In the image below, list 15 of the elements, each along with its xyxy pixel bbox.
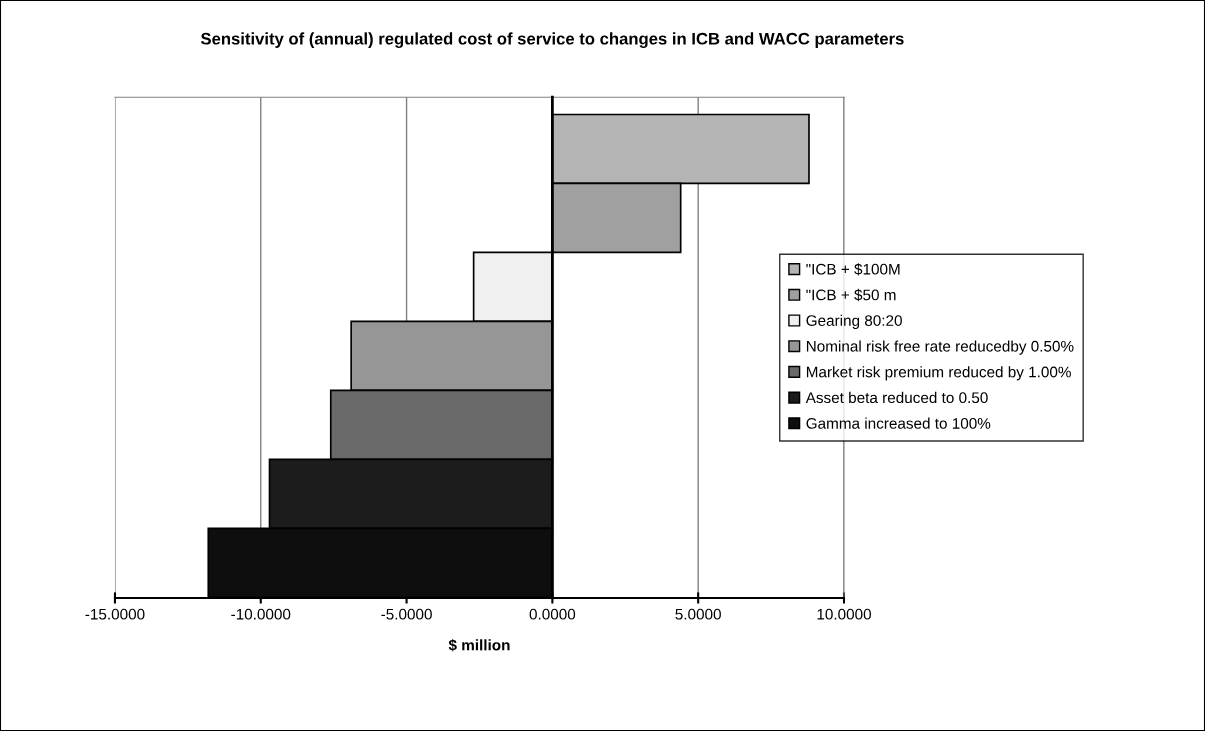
legend-label: Nominal risk free rate reducedby 0.50% <box>806 340 1074 355</box>
x-tick-label: 0.0000 <box>529 608 576 620</box>
chart-title: Sensitivity of (annual) regulated cost of service to changes in ICB and WACC parameters <box>200 32 904 48</box>
x-tick-label: 10.0000 <box>817 608 871 620</box>
legend-label: Asset beta reduced to 0.50 <box>805 391 988 404</box>
x-tick-label: -10.0000 <box>231 608 291 620</box>
legend-label: "ICB + $100M <box>806 263 900 276</box>
legend-label: Gearing 80:20 <box>806 314 902 330</box>
x-tick-label: -15.0000 <box>85 608 145 620</box>
x-axis-title: $ million <box>448 639 510 652</box>
legend-label: "ICB + $50 m <box>806 288 896 302</box>
x-tick-label: -5.0000 <box>381 608 432 620</box>
legend-label: Gamma increased to 100% <box>806 417 991 429</box>
legend-label: Market risk premium reduced by 1.00% <box>806 366 1071 381</box>
x-tick-label: 5.0000 <box>675 608 721 620</box>
